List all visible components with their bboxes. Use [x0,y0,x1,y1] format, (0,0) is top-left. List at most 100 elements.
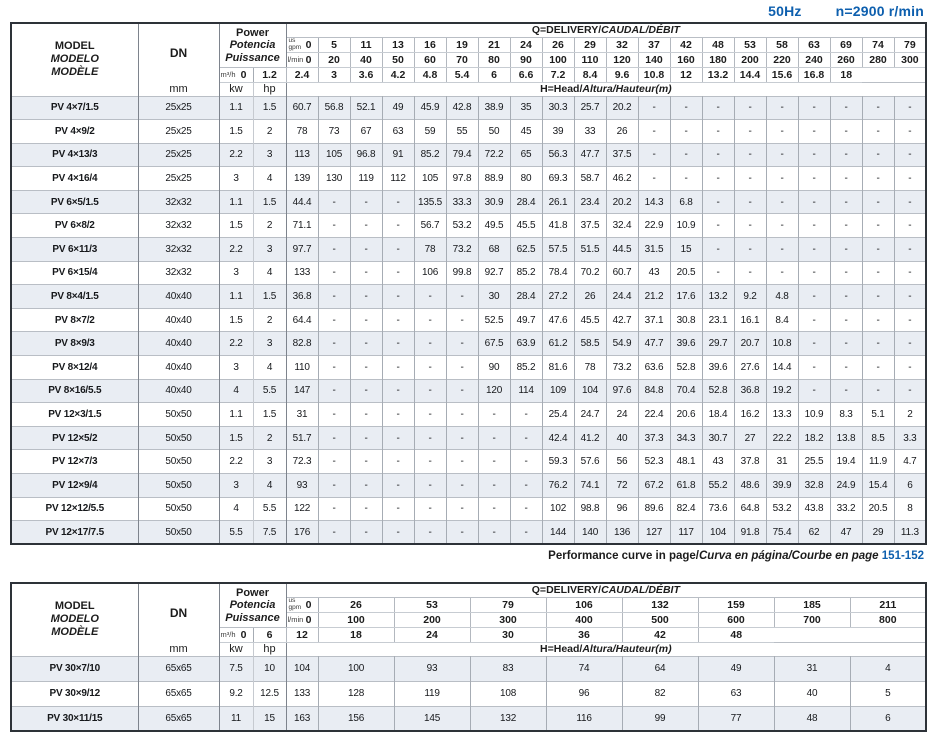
head-value-cell: 96 [546,680,623,706]
head-value-cell: 37.8 [734,449,767,474]
head-value-cell: - [350,425,383,450]
head-value-cell: - [830,307,863,332]
head-value-cell: 100 [318,655,395,681]
head-value-cell: 59.3 [542,449,575,474]
head-value-cell: 39.6 [702,355,735,380]
head-value-cell: - [350,284,383,309]
head-value-cell: 53.2 [446,213,479,238]
kw-cell: 7.5 [219,655,254,681]
head-value-cell: 40 [774,680,851,706]
head-value-cell: 97.8 [446,166,479,191]
head-value-cell: - [382,260,415,285]
lmin-value: 500 [622,612,699,628]
m3h-value: 18 [830,67,863,83]
head-value-cell: - [798,189,831,214]
head-value-cell: - [478,425,511,450]
hp-cell: 3 [253,142,287,167]
m3h-value: 1.2 [253,67,287,83]
kw-cell: 2.2 [219,331,254,356]
gpm-value: 159 [698,597,775,613]
head-value-cell: 136 [606,520,639,545]
head-value-cell: - [318,520,351,545]
head-value-cell: 102 [542,496,575,521]
head-value-cell: - [766,95,799,120]
head-value-cell: - [702,95,735,120]
head-value-cell: 37.3 [638,425,671,450]
head-value-cell: 39 [542,119,575,144]
head-value-cell: - [446,378,479,403]
head-value-cell: 113 [286,142,319,167]
head-label-intl: Altura/Hauteur [582,83,656,95]
head-value-cell: 45.5 [510,213,543,238]
head-value-cell: - [414,473,447,498]
head-value-cell: 70.2 [574,260,607,285]
table-row: PV 4×7/1.5 25x25 1.1 1.5 60.7 56.8 52.1 49 45.9 4… [11,95,927,120]
head-value-cell: 56.3 [542,142,575,167]
head-value-cell: 19.2 [766,378,799,403]
gpm-value: 29 [574,37,607,53]
head-value-cell: 61.2 [542,331,575,356]
head-value-cell: 13.2 [702,284,735,309]
model-cell: PV 4×7/1.5 [11,95,139,120]
gpm-value: 69 [830,37,863,53]
head-value-cell: 78 [414,237,447,262]
head-value-cell: 33 [574,119,607,144]
hp-cell: 3 [253,237,287,262]
head-value-cell: - [830,260,863,285]
head-value-cell: 22.4 [638,402,671,427]
lmin-value: 200 [394,612,471,628]
performance-table-main: MODEL MODELO MODÈLE DN Power Potencia Pu… [10,22,928,546]
head-value-cell: 59 [414,119,447,144]
dn-cell: 25x25 [138,142,220,167]
head-value-cell: - [318,425,351,450]
head-value-cell: 79.4 [446,142,479,167]
head-value-cell: - [350,307,383,332]
kw-cell: 1.5 [219,425,254,450]
lmin-value: 100 [542,52,575,68]
head-value-cell: - [382,189,415,214]
model-cell: PV 8×7/2 [11,307,139,332]
head-value-cell: 57.5 [542,237,575,262]
head-value-cell: 52.3 [638,449,671,474]
head-value-cell: 133 [286,260,319,285]
head-value-cell: 139 [286,166,319,191]
head-value-cell: 51.7 [286,425,319,450]
m3h-value: 6 [478,67,511,83]
head-value-cell: - [862,355,895,380]
head-value-cell: - [382,307,415,332]
head-value-cell: 133 [286,680,319,706]
head-value-cell: 10.9 [798,402,831,427]
head-value-cell: 114 [510,378,543,403]
power-header-es: Potencia [229,599,276,611]
head-value-cell: 42.8 [446,95,479,120]
head-value-cell: 41.2 [574,425,607,450]
hp-cell: 3 [253,331,287,356]
gpm-value: 79 [894,37,927,53]
head-value-cell: - [478,496,511,521]
head-value-cell: 19.4 [830,449,863,474]
head-value-cell: 43 [638,260,671,285]
head-value-cell: 49 [698,655,775,681]
head-value-cell: - [766,213,799,238]
model-cell: PV 4×16/4 [11,166,139,191]
dn-header: DN [138,23,220,82]
q-delivery-header: Q=DELIVERY/CAUDAL/DÉBIT [286,23,927,38]
model-cell: PV 6×8/2 [11,213,139,238]
dn-cell: 32x32 [138,237,220,262]
q-delivery-header: Q=DELIVERY/CAUDAL/DÉBIT [286,583,927,598]
head-value-cell: 35 [510,95,543,120]
kw-cell: 1.1 [219,284,254,309]
head-value-cell: 4.7 [894,449,927,474]
head-value-cell: 72.3 [286,449,319,474]
kw-cell: 2.2 [219,449,254,474]
m3h-value: 24 [394,627,471,643]
model-header-fr: MODÈLE [51,626,99,639]
m3h-value: 3 [318,67,351,83]
head-value-cell: - [830,331,863,356]
head-value-cell: 98.8 [574,496,607,521]
head-row-label: H=Head/Altura/Hauteur(m) [286,641,927,656]
head-row-label: H=Head/Altura/Hauteur(m) [286,81,927,96]
model-header-en: MODEL [54,40,95,53]
head-value-cell: 5.1 [862,402,895,427]
